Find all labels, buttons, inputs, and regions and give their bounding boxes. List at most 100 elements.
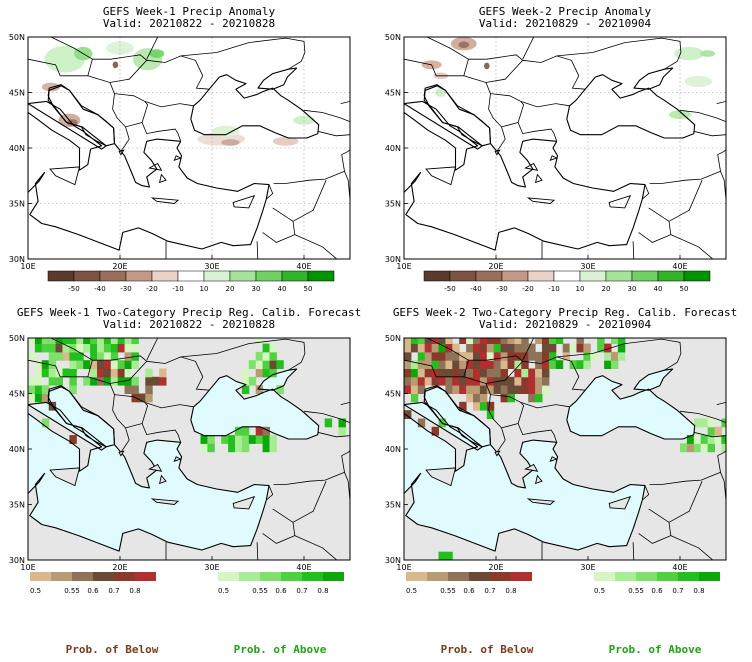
- colorbar-label: 50: [680, 285, 689, 293]
- country-border: [294, 535, 338, 560]
- forecast-cell: [700, 443, 709, 453]
- country-border: [649, 130, 726, 184]
- country-border: [292, 180, 327, 222]
- forecast-cell: [28, 338, 36, 344]
- forecast-cell: [41, 418, 50, 428]
- forecast-cell: [228, 443, 236, 453]
- coastline: [190, 375, 320, 440]
- country-border: [404, 58, 437, 76]
- colorbar-swatch: [51, 572, 72, 581]
- forecast-cell: [41, 385, 50, 394]
- forecast-cell: [500, 338, 508, 344]
- forecast-cell: [262, 343, 270, 353]
- colorbar-swatch: [218, 572, 239, 581]
- forecast-cell: [41, 343, 50, 353]
- country-border: [303, 410, 350, 424]
- anomaly-area: [458, 41, 470, 49]
- forecast-cell: [479, 385, 488, 394]
- colorbar-swatch: [678, 572, 699, 581]
- colorbar-label: -30: [120, 285, 131, 293]
- forecast-cell: [521, 385, 529, 394]
- forecast-cell: [445, 338, 453, 344]
- coastline: [257, 368, 298, 391]
- country-border: [144, 402, 194, 409]
- forecast-cell: [514, 351, 522, 361]
- colorbar-label: 0.55: [64, 587, 80, 595]
- lat-label: 35N: [9, 200, 25, 209]
- country-border: [670, 535, 714, 560]
- forecast-cell: [466, 376, 474, 386]
- forecast-cell: [159, 376, 167, 386]
- forecast-cell: [514, 368, 522, 378]
- forecast-cell: [69, 435, 77, 444]
- colorbar-swatch: [615, 572, 636, 581]
- coastline: [633, 67, 674, 90]
- panel-title: GEFS Week-2 Precip Anomaly: [479, 5, 652, 18]
- forecast-cell: [597, 338, 605, 344]
- colorbar-label: 0.6: [463, 587, 475, 595]
- forecast-cell: [97, 376, 105, 386]
- forecast-cell: [34, 338, 43, 344]
- forecast-cell: [466, 368, 474, 378]
- sea-area: [364, 399, 392, 467]
- forecast-cell: [276, 360, 284, 369]
- prob-below-label: Prob. of Below: [66, 643, 159, 656]
- colorbar-swatch: [281, 572, 302, 581]
- forecast-cell: [548, 343, 557, 353]
- colorbar-swatch: [93, 572, 114, 581]
- forecast-cell: [69, 351, 77, 361]
- forecast-cell: [611, 338, 619, 344]
- forecast-cell: [535, 393, 543, 403]
- forecast-cell: [417, 418, 426, 428]
- country-border: [668, 481, 703, 523]
- colorbar-swatch: [449, 270, 477, 282]
- country-border: [670, 234, 714, 259]
- forecast-cell: [241, 426, 250, 436]
- forecast-cell: [528, 343, 536, 353]
- sea-area: [48, 385, 115, 447]
- forecast-cell: [542, 338, 550, 344]
- forecast-cell: [417, 360, 426, 369]
- forecast-cell: [693, 443, 702, 453]
- forecast-cell: [514, 385, 522, 394]
- country-border: [344, 472, 350, 503]
- country-border: [522, 356, 586, 391]
- colorbar-swatch: [406, 572, 427, 581]
- panel-valid-dates: Valid: 20210829 - 20210904: [479, 318, 652, 331]
- forecast-cell: [521, 360, 529, 369]
- forecast-cell: [617, 338, 626, 344]
- forecast-cell: [262, 435, 270, 444]
- colorbar-swatch: [151, 270, 179, 282]
- forecast-cell: [583, 360, 591, 369]
- forecast-cell: [34, 360, 43, 369]
- forecast-cell: [486, 385, 495, 394]
- forecast-cell: [97, 351, 105, 361]
- forecast-cell: [262, 360, 270, 369]
- anomaly-colorbar: -50 -40 -30 -20 -10 10 20 30 40 50: [423, 270, 711, 293]
- panel-title: GEFS Week-2 Two-Category Precip Reg. Cal…: [393, 306, 737, 319]
- forecast-cell: [473, 393, 481, 403]
- coastline: [47, 84, 116, 147]
- coastline: [740, 98, 752, 166]
- forecast-cell: [473, 401, 481, 411]
- sea-area: [634, 369, 673, 391]
- forecast-cell: [445, 376, 453, 386]
- forecast-cell: [617, 343, 626, 353]
- colorbar-swatch: [553, 270, 581, 282]
- forecast-cell: [424, 368, 433, 378]
- forecast-cell: [41, 368, 50, 378]
- forecast-cell: [459, 368, 467, 378]
- forecast-cell: [576, 343, 584, 353]
- lon-label: 20E: [112, 563, 127, 572]
- colorbar-swatch: [260, 572, 281, 581]
- colorbar-label: 10: [576, 285, 585, 293]
- forecast-cell: [131, 338, 139, 344]
- forecast-cell: [404, 338, 412, 344]
- forecast-cell: [431, 351, 439, 361]
- forecast-cell: [228, 435, 236, 444]
- forecast-cell: [241, 435, 250, 444]
- forecast-cell: [410, 360, 419, 369]
- lon-label: 40E: [672, 262, 687, 271]
- forecast-cell: [255, 338, 264, 344]
- forecast-cell: [241, 368, 250, 378]
